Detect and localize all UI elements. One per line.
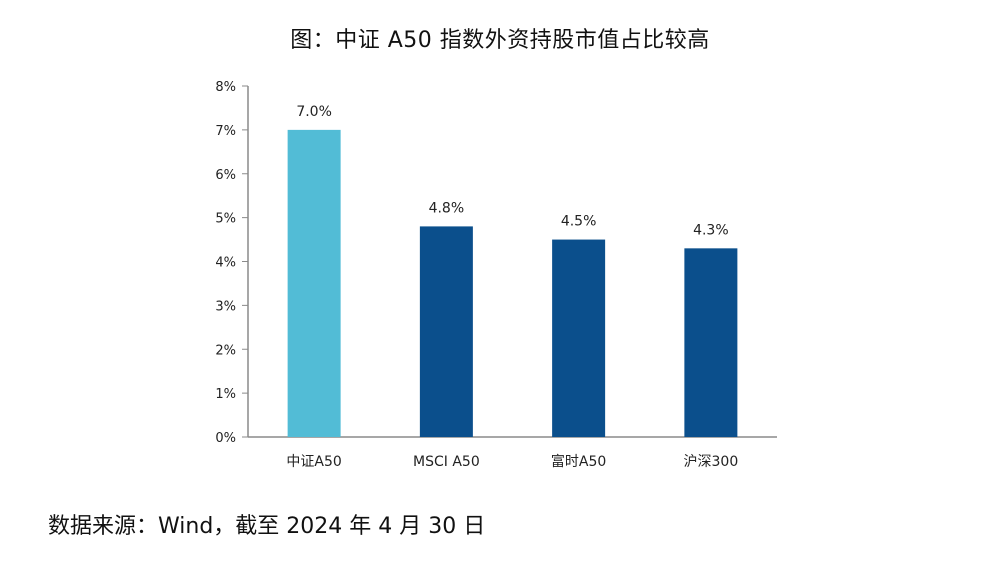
bar [419,226,473,437]
x-tick-label: 富时A50 [551,453,606,470]
chart-title: 图：中证 A50 指数外资持股市值占比较高 [290,28,710,53]
x-tick-label: 沪深300 [684,454,739,470]
y-tick-label: 5% [215,212,236,227]
y-tick-label: 0% [215,431,236,446]
bar [552,239,606,437]
bar [287,129,341,437]
data-label: 4.8% [429,200,465,216]
data-source-note: 数据来源：Wind，截至 2024 年 4 月 30 日 [48,514,486,539]
x-tick-labels: 中证A50 MSCI A50 富时A50 沪深300 [286,453,738,470]
y-tick-label: 2% [215,343,236,358]
y-ticks: 0% 1% 2% 3% 4% 5% 6% 7% 8% [215,80,248,446]
y-tick-label: 7% [215,124,236,139]
y-tick-label: 3% [215,299,236,314]
x-axis: 中证A50 MSCI A50 富时A50 沪深300 [248,436,777,470]
x-tick-label: 中证A50 [286,454,341,470]
data-label: 4.3% [693,222,729,238]
y-tick-label: 6% [215,168,236,183]
bars [287,129,738,437]
data-labels: 7.0% 4.8% 4.5% 4.3% [296,104,728,238]
y-axis: 0% 1% 2% 3% 4% 5% 6% 7% 8% [215,80,249,446]
x-tick-label: MSCI A50 [413,454,480,470]
y-tick-label: 1% [215,387,236,402]
y-tick-label: 8% [215,80,236,95]
y-tick-label: 4% [215,256,236,271]
bar [684,248,738,437]
data-label: 7.0% [296,104,332,120]
data-label: 4.5% [561,214,597,230]
